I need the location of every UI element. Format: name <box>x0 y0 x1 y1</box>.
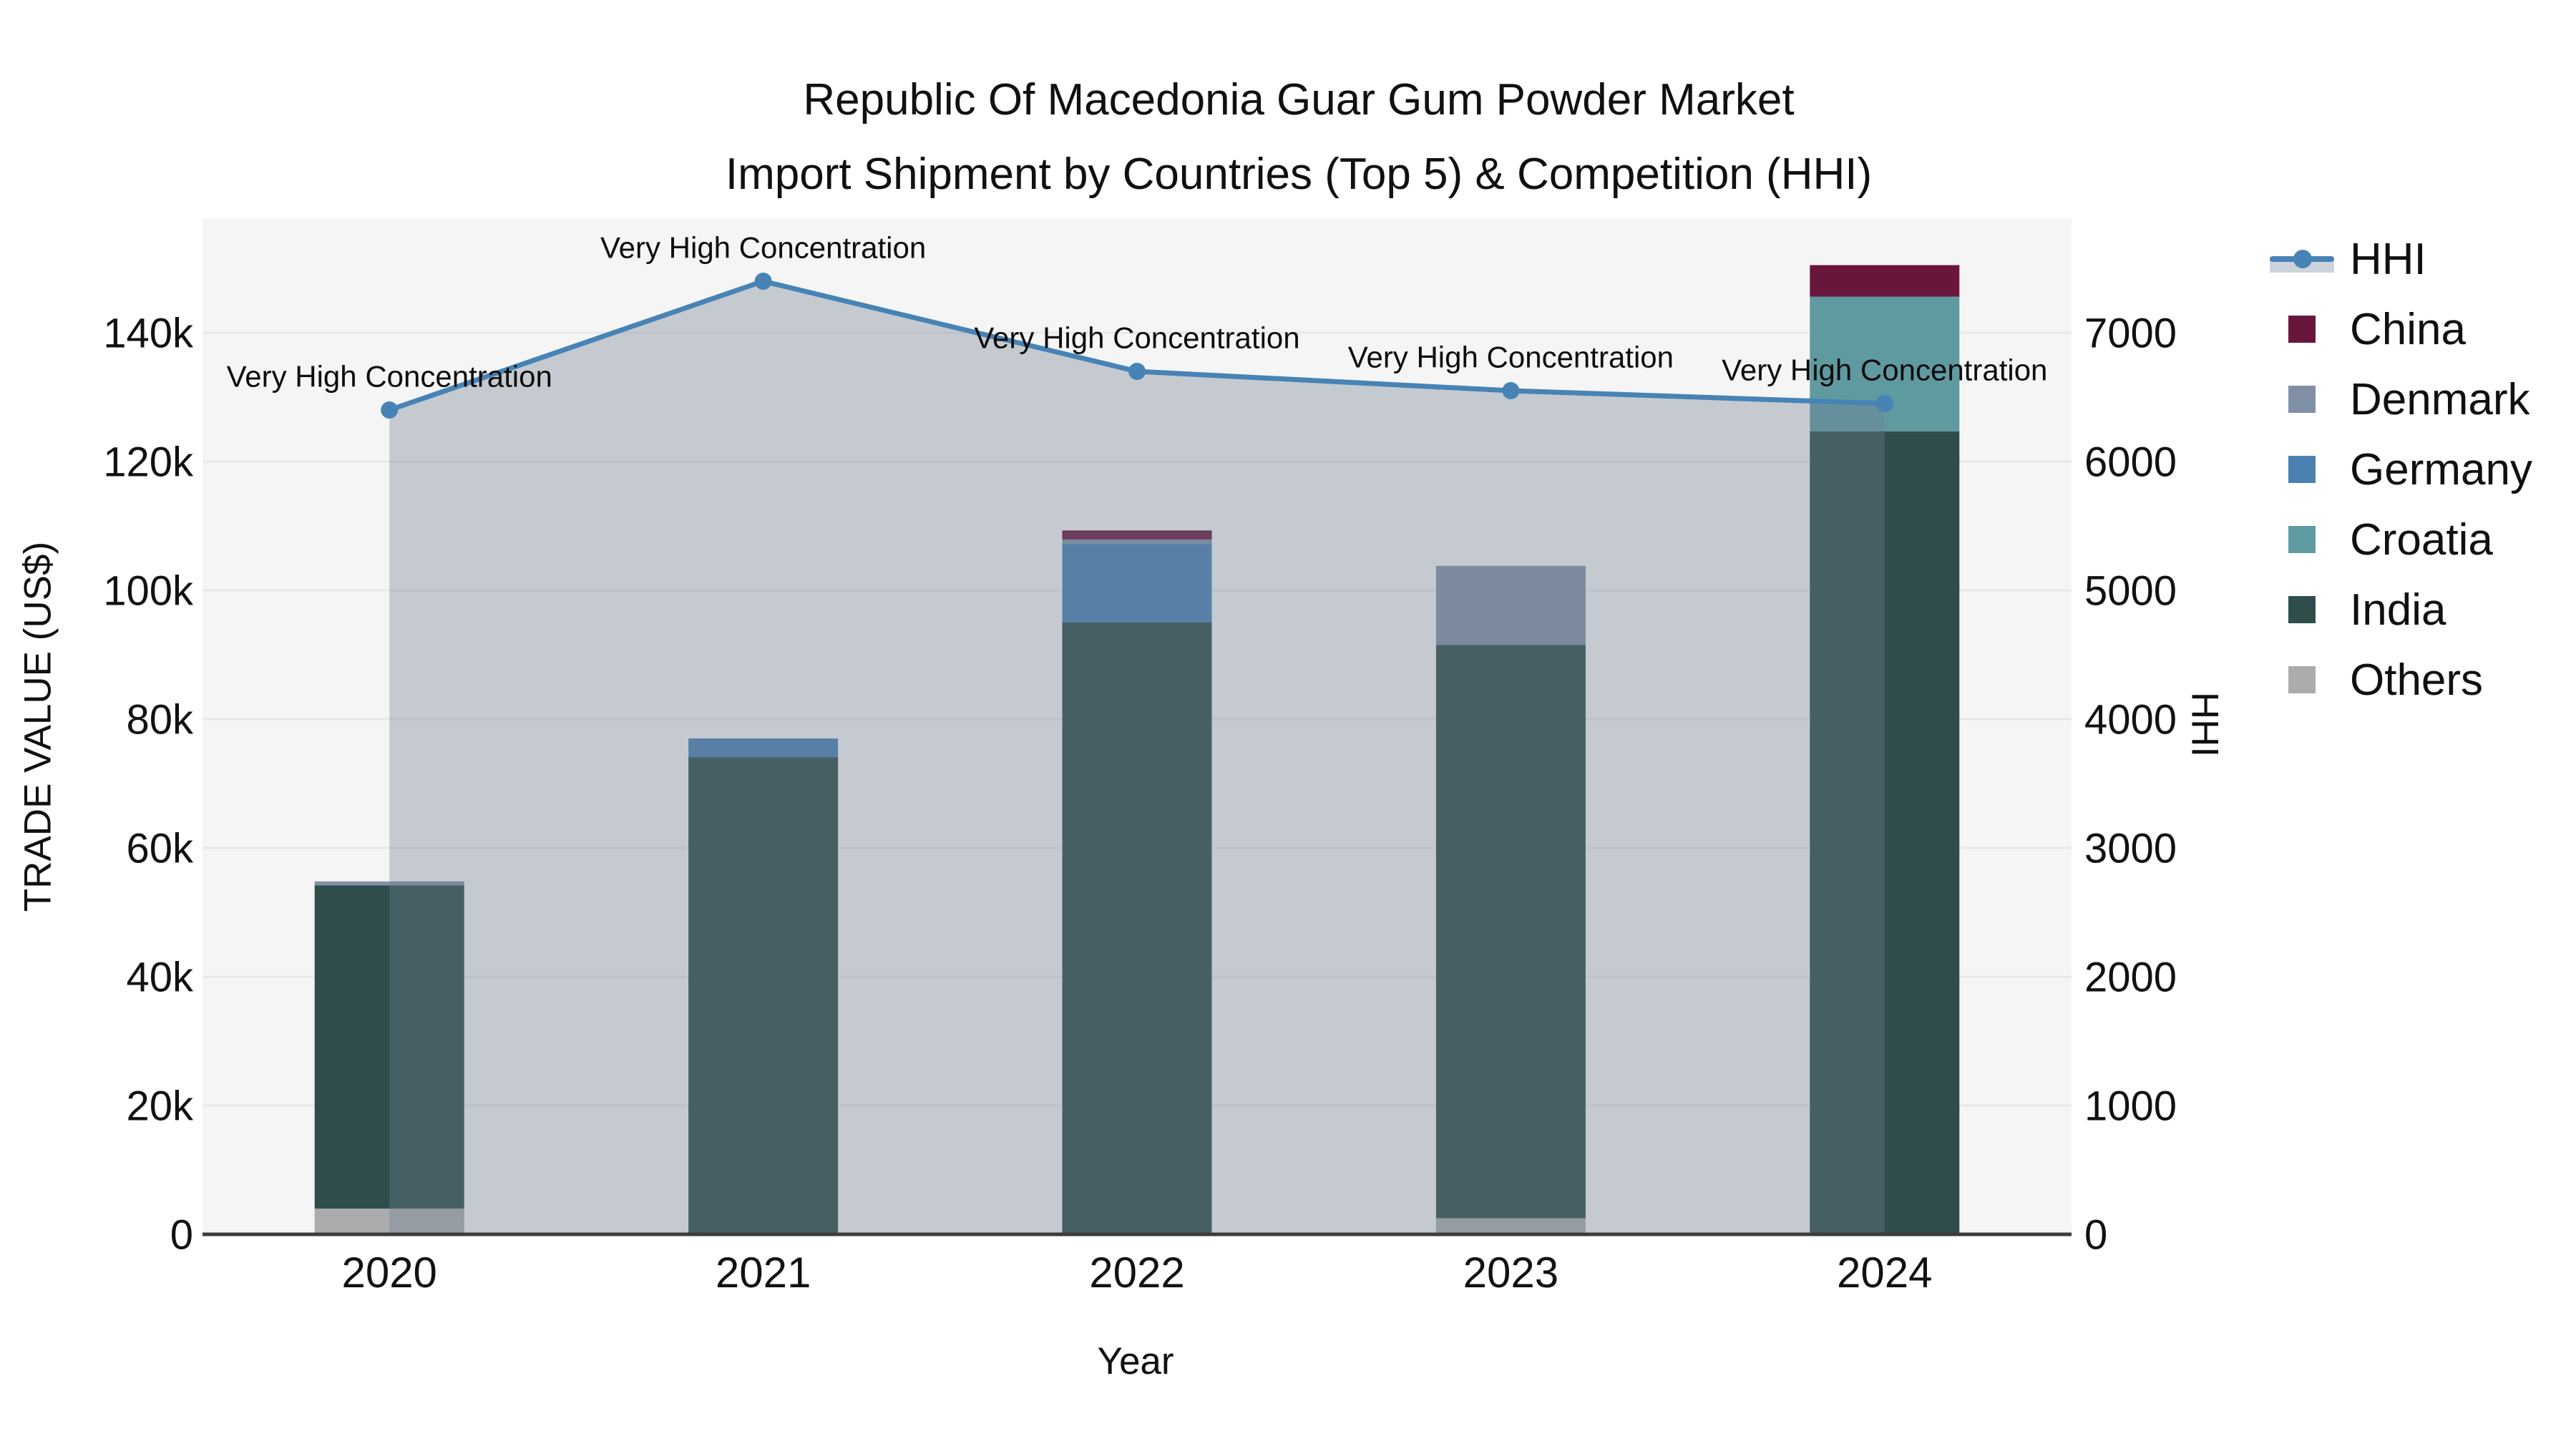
y-left-tick-label: 40k <box>126 954 194 1000</box>
y-right-tick-label: 4000 <box>2084 696 2177 743</box>
annotation-2024: Very High Concentration <box>1722 353 2047 387</box>
legend-swatch-germany <box>2270 434 2350 504</box>
y-right-tick-label: 7000 <box>2084 310 2177 356</box>
bar-segment-denmark-2020[interactable] <box>314 881 464 886</box>
chart-title: Republic Of Macedonia Guar Gum Powder Ma… <box>11 0 2576 212</box>
x-axis-title: Year <box>1097 1340 1174 1382</box>
x-tick-label-2023: 2023 <box>1463 1249 1558 1297</box>
legend-swatch-india <box>2270 575 2350 645</box>
y-left-tick-label: 100k <box>103 567 194 614</box>
chart-title-line1: Republic Of Macedonia Guar Gum Powder Ma… <box>803 75 1795 125</box>
y-left-tick-label: 0 <box>170 1211 193 1258</box>
chart-title-line2: Import Shipment by Countries (Top 5) & C… <box>725 150 1873 199</box>
bar-segment-germany-2022[interactable] <box>1062 544 1212 623</box>
legend-item-denmark[interactable]: Denmark <box>2270 364 2532 434</box>
legend-item-india[interactable]: India <box>2270 575 2532 645</box>
y-left-tick-label: 120k <box>103 439 194 485</box>
y-right-tick-label: 6000 <box>2084 439 2177 485</box>
bar-segment-germany-2021[interactable] <box>688 738 839 758</box>
y-left-tick-label: 80k <box>126 696 194 743</box>
legend-item-germany[interactable]: Germany <box>2270 434 2532 504</box>
legend-item-hhi[interactable]: HHI <box>2270 224 2532 294</box>
x-tick-label-2024: 2024 <box>1837 1249 1932 1297</box>
legend-label: China <box>2350 304 2466 354</box>
bar-segment-denmark-2022[interactable] <box>1062 539 1212 545</box>
legend-label: Croatia <box>2350 514 2493 565</box>
bar-segment-china-2024[interactable] <box>1810 265 1960 297</box>
hhi-marker-2022[interactable] <box>1128 363 1146 380</box>
bar-segment-india-2023[interactable] <box>1435 645 1586 1219</box>
y-right-tick-label: 2000 <box>2084 954 2177 1000</box>
hhi-marker-2020[interactable] <box>381 401 399 419</box>
hhi-marker-2024[interactable] <box>1875 395 1893 412</box>
hhi-line-icon <box>2270 224 2350 294</box>
x-tick-label-2022: 2022 <box>1089 1249 1184 1297</box>
hhi-marker-2023[interactable] <box>1502 382 1520 399</box>
y-right-axis-title: HHI <box>2183 691 2226 758</box>
y-right-tick-label: 0 <box>2084 1211 2107 1258</box>
legend-label: Denmark <box>2350 374 2530 424</box>
bar-segment-others-2020[interactable] <box>314 1209 464 1234</box>
legend-swatch-china <box>2270 294 2350 364</box>
legend-item-china[interactable]: China <box>2270 294 2532 364</box>
legend-item-croatia[interactable]: Croatia <box>2270 504 2532 575</box>
x-tick-label-2021: 2021 <box>716 1249 811 1297</box>
bar-segment-india-2024[interactable] <box>1810 431 1960 1235</box>
legend-item-others[interactable]: Others <box>2270 645 2532 715</box>
y-right-tick-label: 1000 <box>2084 1083 2177 1129</box>
bar-segment-india-2020[interactable] <box>314 885 464 1209</box>
hhi-area-fill <box>389 281 1885 1234</box>
annotation-2020: Very High Concentration <box>227 360 552 394</box>
y-right-tick-label: 3000 <box>2084 825 2177 872</box>
bar-segment-denmark-2023[interactable] <box>1435 565 1586 645</box>
legend-swatch-denmark <box>2270 364 2350 434</box>
y-right-tick-label: 5000 <box>2084 567 2177 614</box>
y-left-tick-label: 20k <box>126 1083 194 1129</box>
legend-label: HHI <box>2350 234 2426 284</box>
bar-segment-china-2022[interactable] <box>1062 530 1212 540</box>
legend-label: India <box>2350 585 2446 635</box>
y-left-tick-label: 140k <box>103 310 194 356</box>
y-left-axis-title: TRADE VALUE (US$) <box>16 541 59 912</box>
annotation-2023: Very High Concentration <box>1348 341 1674 374</box>
legend: HHI China Denmark Germany Croatia India Others <box>2270 224 2532 715</box>
bar-segment-india-2021[interactable] <box>688 757 839 1234</box>
legend-label: Others <box>2350 655 2484 705</box>
legend-swatch-croatia <box>2270 504 2350 575</box>
annotation-2021: Very High Concentration <box>600 231 926 265</box>
annotation-2022: Very High Concentration <box>974 321 1299 355</box>
bar-segment-others-2023[interactable] <box>1435 1218 1586 1235</box>
legend-swatch-others <box>2270 645 2350 715</box>
hhi-marker-2021[interactable] <box>754 273 772 290</box>
legend-label: Germany <box>2350 444 2532 494</box>
bar-segment-india-2022[interactable] <box>1062 623 1212 1234</box>
x-tick-label-2020: 2020 <box>341 1249 436 1297</box>
y-left-tick-label: 60k <box>126 825 194 872</box>
